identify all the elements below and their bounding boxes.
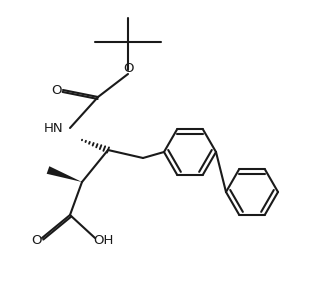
Text: O: O xyxy=(32,235,42,248)
Text: O: O xyxy=(52,84,62,97)
Text: O: O xyxy=(123,61,133,74)
Text: HN: HN xyxy=(43,122,63,134)
Polygon shape xyxy=(47,166,82,182)
Text: OH: OH xyxy=(93,235,113,248)
